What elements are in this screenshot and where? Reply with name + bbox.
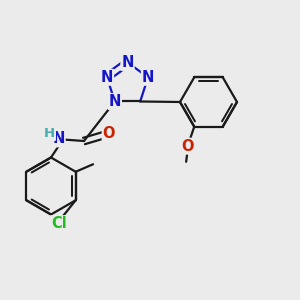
- Text: O: O: [103, 126, 115, 141]
- Text: H: H: [44, 127, 55, 140]
- Text: O: O: [182, 139, 194, 154]
- Text: N: N: [101, 70, 113, 85]
- Text: N: N: [121, 55, 134, 70]
- Text: N: N: [142, 70, 154, 85]
- Text: N: N: [52, 131, 65, 146]
- Text: Cl: Cl: [51, 216, 67, 231]
- Text: N: N: [109, 94, 121, 109]
